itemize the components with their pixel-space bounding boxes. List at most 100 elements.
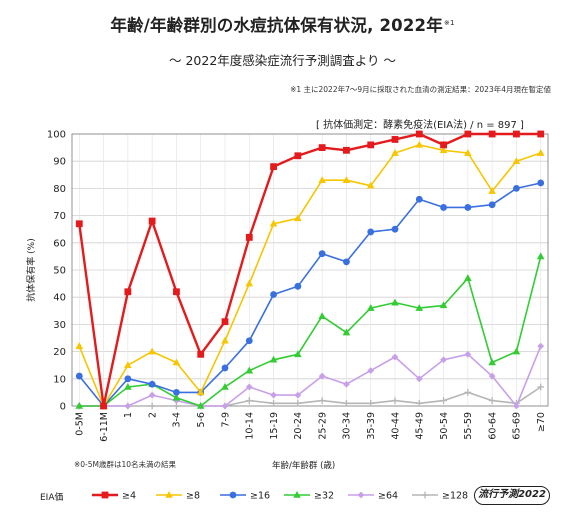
data-point-s32 xyxy=(318,312,326,320)
data-point-s8 xyxy=(294,214,302,222)
data-point-s128 xyxy=(415,399,423,407)
plot-frame xyxy=(71,133,549,407)
x-axis-title: 年齢/年齢群 (歳) xyxy=(272,461,336,471)
data-point-s64 xyxy=(391,353,399,361)
data-point-s64 xyxy=(464,350,472,358)
data-point-s128 xyxy=(294,399,302,407)
data-point-s4 xyxy=(173,288,180,296)
y-tick-label: 80 xyxy=(53,184,66,195)
data-point-s4 xyxy=(440,141,447,149)
legend-marker-s64 xyxy=(357,491,365,499)
x-tick-label: 7-9 xyxy=(220,412,231,428)
data-point-s64 xyxy=(343,380,350,388)
x-tick-label: 50-54 xyxy=(439,412,450,440)
data-point-s32 xyxy=(366,304,375,311)
legend-title: EIA価 xyxy=(40,493,64,503)
data-point-s8 xyxy=(221,336,229,344)
legend-marker-s4 xyxy=(101,491,109,499)
x-tick-label: 60-64 xyxy=(487,412,498,440)
data-point-s32 xyxy=(488,358,496,366)
legend-marker-s8 xyxy=(165,491,173,498)
data-point-s64 xyxy=(318,372,326,380)
series-line-s32 xyxy=(79,256,542,407)
x-tick-label: 10-14 xyxy=(245,412,256,440)
data-point-s4 xyxy=(148,217,156,225)
x-tick-label: 5-6 xyxy=(196,412,207,428)
data-point-s16 xyxy=(124,375,132,383)
data-source-note: ※1 主に2022年7～9月に採取された血清の測定結果：2023年4月現在暫定値 xyxy=(290,85,551,94)
footnote: ※0-5M歳群は10名未満の結果 xyxy=(74,460,177,469)
y-tick-label: 0 xyxy=(60,402,66,413)
data-point-s16 xyxy=(270,291,277,298)
data-point-s32 xyxy=(512,347,521,355)
data-point-s8 xyxy=(196,388,205,396)
data-point-s16 xyxy=(294,282,302,290)
data-point-s8 xyxy=(75,342,84,349)
legend-label-s4: ≥4 xyxy=(122,491,136,502)
x-tick-label: 20-24 xyxy=(293,412,304,440)
data-point-s16 xyxy=(391,225,399,233)
y-tick-label: 40 xyxy=(53,293,66,304)
data-point-s4 xyxy=(245,233,253,241)
x-tick-label: 25-29 xyxy=(317,412,328,440)
data-point-s4 xyxy=(343,146,350,154)
data-point-s8 xyxy=(366,181,375,189)
x-tick-label: ≥70 xyxy=(536,412,547,432)
x-tick-label: 0-5M xyxy=(75,412,86,436)
data-point-s4 xyxy=(197,350,205,358)
series-line-s128 xyxy=(79,386,542,407)
data-point-s64 xyxy=(294,391,302,399)
data-point-s32 xyxy=(221,382,229,390)
x-tick-label: 65-69 xyxy=(512,412,523,440)
data-point-s128 xyxy=(464,389,472,396)
data-point-s4 xyxy=(513,130,520,138)
data-point-s128 xyxy=(270,399,277,407)
data-point-s64 xyxy=(221,402,229,410)
legend-label-s16: ≥16 xyxy=(250,491,270,502)
x-tick-label: 35-39 xyxy=(366,412,377,440)
method-note: [ 抗体価測定：酵素免疫法(EIA法) / n = 897 ] xyxy=(316,120,524,131)
legend-label-s128: ≥128 xyxy=(442,491,468,502)
data-point-s16 xyxy=(173,389,180,396)
data-point-s32 xyxy=(439,301,448,309)
x-tick-label: 55-59 xyxy=(463,412,474,440)
data-point-s128 xyxy=(245,397,253,404)
y-tick-label: 70 xyxy=(53,211,66,222)
data-point-s16 xyxy=(318,250,326,258)
title-note-marker: ※1 xyxy=(443,18,455,27)
data-point-s64 xyxy=(415,375,423,383)
data-point-s16 xyxy=(75,372,83,380)
data-point-s16 xyxy=(440,204,447,211)
y-tick-label: 100 xyxy=(47,130,66,141)
data-point-s8 xyxy=(148,347,156,355)
x-tick-label: 3-4 xyxy=(172,412,183,428)
data-point-s64 xyxy=(440,356,447,364)
data-point-s64 xyxy=(537,342,545,350)
data-point-s16 xyxy=(367,228,375,236)
series-line-s16 xyxy=(78,182,541,407)
data-point-s128 xyxy=(148,402,156,410)
y-axis-title: 抗体保有率 (%) xyxy=(25,238,37,301)
data-point-s16 xyxy=(245,337,253,345)
data-point-s16 xyxy=(464,204,472,211)
data-point-s32 xyxy=(415,304,424,311)
data-point-s128 xyxy=(440,397,447,404)
x-tick-label: 6-11M xyxy=(99,412,110,442)
data-point-s8 xyxy=(269,219,278,227)
data-point-s32 xyxy=(124,382,132,390)
series-line-s4 xyxy=(78,132,541,408)
data-point-s32 xyxy=(269,355,278,363)
data-point-s64 xyxy=(513,402,520,410)
data-point-s64 xyxy=(124,402,132,410)
data-point-s4 xyxy=(294,152,302,160)
data-point-s16 xyxy=(148,380,156,388)
data-point-s32 xyxy=(245,366,254,374)
data-point-s32 xyxy=(391,298,399,306)
y-tick-label: 20 xyxy=(53,347,66,358)
data-point-s8 xyxy=(415,140,424,148)
legend-label-s64: ≥64 xyxy=(378,491,398,502)
data-point-s64 xyxy=(245,383,253,391)
data-point-s128 xyxy=(537,383,545,391)
data-point-s32 xyxy=(172,393,181,401)
